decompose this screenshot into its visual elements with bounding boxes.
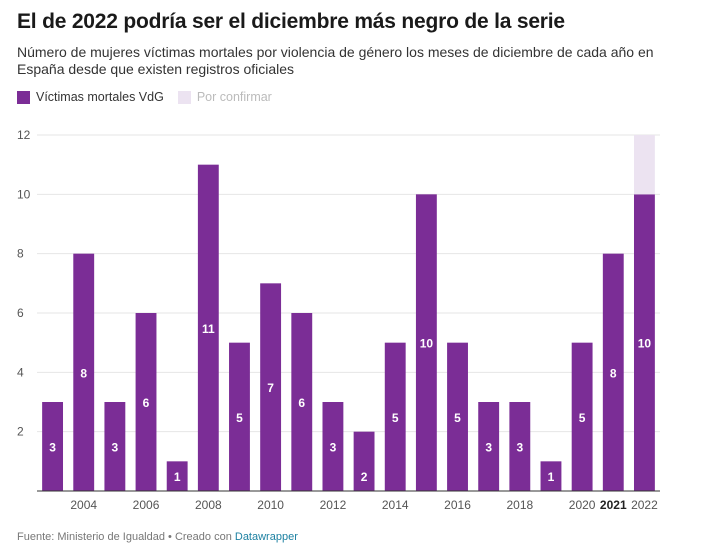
- bar-2018: [509, 402, 531, 491]
- x-tick-label-2006: 2006: [133, 498, 160, 512]
- data-label-2021: 8: [610, 366, 617, 380]
- x-tick-label-2010: 2010: [257, 498, 284, 512]
- bar-2014: [384, 342, 406, 491]
- bar-2013: [353, 431, 375, 491]
- bar-2005: [104, 402, 126, 491]
- legend-item-pending: Por confirmar: [177, 90, 272, 104]
- y-tick-label-10: 10: [17, 187, 31, 201]
- data-label-2016: 5: [454, 411, 461, 425]
- chart-subtitle: Número de mujeres víctimas mortales por …: [17, 44, 654, 77]
- bar-2011: [291, 313, 313, 491]
- footer-source: Fuente: Ministerio de Igualdad • Creado …: [17, 531, 235, 543]
- bar-2019: [540, 461, 562, 491]
- data-label-2009: 5: [236, 411, 243, 425]
- x-tick-label-2012: 2012: [320, 498, 347, 512]
- data-label-2010: 7: [267, 381, 274, 395]
- x-tick-label-2008: 2008: [195, 498, 222, 512]
- data-label-2017: 3: [485, 441, 492, 455]
- bar-2022: [633, 194, 655, 492]
- footer-tool-link[interactable]: Datawrapper: [234, 531, 298, 543]
- data-label-2011: 6: [298, 396, 305, 410]
- data-label-2012: 3: [330, 441, 337, 455]
- data-label-2003: 3: [49, 441, 56, 455]
- y-tick-label-4: 4: [17, 365, 24, 379]
- footer: Fuente: Ministerio de Igualdad • Creado …: [17, 531, 298, 543]
- data-label-2022: 10: [638, 337, 652, 351]
- data-label-2013: 2: [361, 470, 368, 484]
- chart-title: El de 2022 podría ser el diciembre más n…: [17, 10, 565, 33]
- data-label-2015: 10: [420, 337, 434, 351]
- bar-pending-2022: [633, 135, 655, 195]
- data-label-2005: 3: [112, 441, 119, 455]
- y-tick-label-8: 8: [17, 247, 24, 261]
- data-label-2019: 1: [548, 470, 555, 484]
- x-tick-label-2021: 2021: [600, 498, 627, 512]
- x-tick-label-2014: 2014: [382, 498, 409, 512]
- data-label-2020: 5: [579, 411, 586, 425]
- bar-2008: [197, 164, 219, 491]
- legend-swatch-confirmed: [17, 90, 30, 104]
- bar-2015: [415, 194, 437, 492]
- legend-label-pending: Por confirmar: [196, 90, 272, 104]
- data-label-2007: 1: [174, 470, 181, 484]
- x-tick-label-2004: 2004: [70, 498, 97, 512]
- legend-item-confirmed: Víctimas mortales VdG: [17, 90, 164, 104]
- data-label-2008: 11: [202, 322, 215, 336]
- bar-2021: [602, 253, 624, 491]
- y-tick-label-12: 12: [17, 128, 31, 142]
- x-tick-label-2018: 2018: [506, 498, 533, 512]
- bar-2017: [478, 402, 500, 491]
- bar-2012: [322, 402, 344, 491]
- x-tick-label-2016: 2016: [444, 498, 471, 512]
- x-tick-label-2020: 2020: [569, 498, 596, 512]
- y-tick-label-2: 2: [17, 425, 24, 439]
- bar-2020: [571, 342, 593, 491]
- data-label-2018: 3: [516, 441, 523, 455]
- data-label-2006: 6: [143, 396, 150, 410]
- bar-2016: [447, 342, 468, 491]
- x-tick-label-2022: 2022: [631, 498, 658, 512]
- bar-2004: [73, 253, 95, 491]
- bar-2009: [229, 342, 250, 491]
- legend-label-confirmed: Víctimas mortales VdG: [36, 90, 164, 104]
- bar-2006: [135, 313, 157, 491]
- bar-2003: [42, 402, 64, 491]
- data-label-2004: 8: [80, 366, 87, 380]
- legend-swatch-pending: [177, 90, 191, 104]
- bar-2010: [260, 283, 282, 491]
- y-tick-label-6: 6: [17, 306, 24, 320]
- data-label-2014: 5: [392, 411, 399, 425]
- legend: Víctimas mortales VdG Por confirmar: [17, 90, 272, 104]
- bar-2007: [166, 461, 188, 491]
